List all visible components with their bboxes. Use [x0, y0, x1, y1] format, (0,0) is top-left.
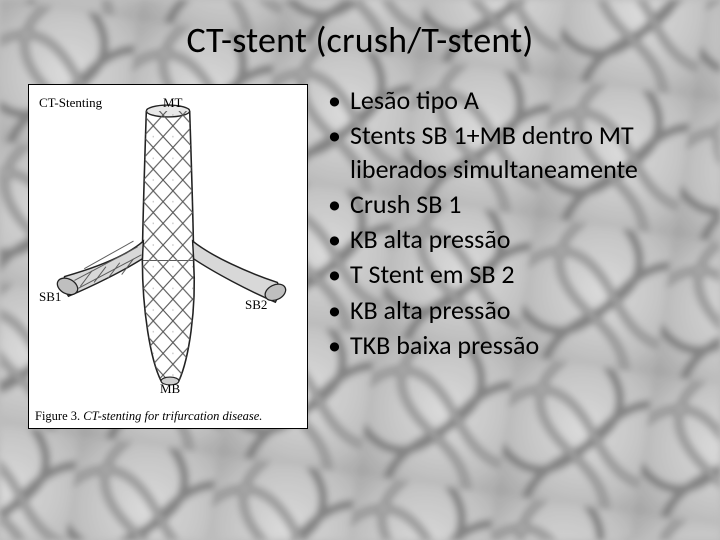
- figure-caption: Figure 3. CT-stenting for trifurcation d…: [35, 409, 301, 424]
- slide-title: CT-stent (crush/T-stent): [28, 18, 692, 62]
- bullet-dot-icon: •: [326, 329, 350, 362]
- bullet-dot-icon: •: [326, 223, 350, 256]
- caption-text: CT-stenting for trifurcation disease.: [83, 409, 262, 423]
- list-item: •Stents SB 1+MB dentro MT liberados simu…: [326, 119, 692, 186]
- bullet-text: T Stent em SB 2: [350, 258, 692, 291]
- bullet-list: •Lesão tipo A •Stents SB 1+MB dentro MT …: [326, 84, 692, 364]
- caption-prefix: Figure 3.: [35, 409, 80, 423]
- figure-label-sb1: SB1: [39, 289, 61, 305]
- bullet-dot-icon: •: [326, 294, 350, 327]
- bullet-text: Lesão tipo A: [350, 84, 692, 117]
- figure-label-ct: CT-Stenting: [39, 95, 102, 111]
- stent-illustration: [35, 91, 301, 401]
- bullet-dot-icon: •: [326, 119, 350, 186]
- list-item: •Lesão tipo A: [326, 84, 692, 117]
- list-item: •KB alta pressão: [326, 294, 692, 327]
- bullet-dot-icon: •: [326, 258, 350, 291]
- bullet-text: KB alta pressão: [350, 294, 692, 327]
- list-item: •T Stent em SB 2: [326, 258, 692, 291]
- bullet-text: Stents SB 1+MB dentro MT liberados simul…: [350, 119, 692, 186]
- list-item: •Crush SB 1: [326, 188, 692, 221]
- bullet-dot-icon: •: [326, 188, 350, 221]
- figure-label-mb: MB: [160, 381, 180, 397]
- bullet-text: Crush SB 1: [350, 188, 692, 221]
- content-row: CT-Stenting MT SB1 SB2 MB: [28, 84, 692, 429]
- slide: CT-stent (crush/T-stent) CT-Stenting MT …: [0, 0, 720, 540]
- bullet-dot-icon: •: [326, 84, 350, 117]
- figure-panel: CT-Stenting MT SB1 SB2 MB: [28, 84, 308, 429]
- figure-label-mt: MT: [163, 95, 183, 111]
- bullet-text: KB alta pressão: [350, 223, 692, 256]
- figure-label-sb2: SB2: [245, 297, 267, 313]
- list-item: •KB alta pressão: [326, 223, 692, 256]
- bullet-text: TKB baixa pressão: [350, 329, 692, 362]
- list-item: •TKB baixa pressão: [326, 329, 692, 362]
- figure-canvas: CT-Stenting MT SB1 SB2 MB: [35, 91, 301, 401]
